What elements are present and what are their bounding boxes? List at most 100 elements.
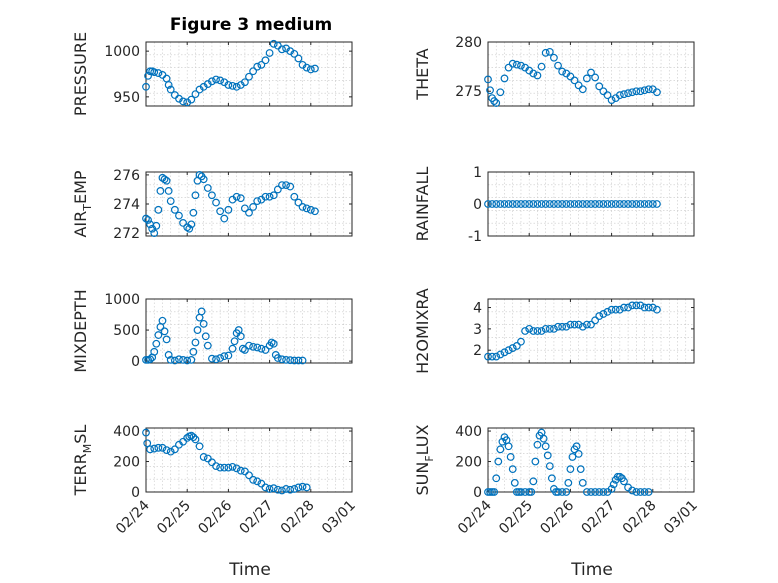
- axes-box: [145, 298, 353, 364]
- data-point: [245, 471, 253, 480]
- data-point: [195, 171, 204, 179]
- data-point: [156, 187, 165, 195]
- data-point: [311, 64, 319, 73]
- data-point: [591, 73, 600, 82]
- y-tick-label: 4: [473, 301, 482, 317]
- data-point: [648, 200, 657, 208]
- data-point: [640, 488, 649, 496]
- data-point: [599, 200, 608, 208]
- data-point: [611, 305, 620, 314]
- data-point: [208, 354, 216, 363]
- data-point: [636, 200, 645, 208]
- y-axis-label: MIXDEPTH: [71, 289, 90, 372]
- data-point: [166, 197, 175, 205]
- data-point: [554, 200, 562, 208]
- data-point: [615, 200, 624, 208]
- data-point: [216, 207, 225, 216]
- data-point: [607, 485, 616, 493]
- data-point: [216, 463, 225, 472]
- data-point: [228, 462, 237, 471]
- data-point: [298, 482, 307, 491]
- data-point: [525, 324, 534, 333]
- data-point: [566, 200, 575, 208]
- data-point: [568, 453, 577, 461]
- data-point: [508, 200, 517, 208]
- data-point: [531, 457, 540, 466]
- data-point: [286, 356, 295, 365]
- data-point: [591, 200, 600, 208]
- data-point: [500, 200, 509, 208]
- data-point: [170, 91, 179, 99]
- data-point: [249, 475, 258, 484]
- data-point: [498, 437, 507, 446]
- data-point: [162, 74, 171, 83]
- x-tick-label: 02/28: [278, 498, 318, 538]
- data-point: [508, 465, 517, 474]
- data-point: [566, 320, 575, 329]
- data-point: [170, 445, 179, 454]
- data-point: [199, 453, 208, 461]
- data-point: [232, 464, 241, 473]
- data-point: [512, 200, 521, 208]
- axes-box: [487, 41, 695, 107]
- data-point: [529, 327, 538, 335]
- data-point: [302, 483, 311, 492]
- data-point: [484, 200, 492, 208]
- data-point: [216, 76, 225, 85]
- data-point: [582, 74, 591, 83]
- data-point: [191, 90, 200, 99]
- data-point: [512, 60, 521, 69]
- data-point: [543, 451, 552, 460]
- data-point: [541, 48, 550, 57]
- data-point: [224, 81, 233, 89]
- data-point: [298, 203, 307, 211]
- figure-title: Figure 3 medium: [170, 15, 332, 35]
- data-point: [541, 324, 550, 333]
- data-point: [179, 355, 187, 364]
- x-tick-label: 02/27: [237, 498, 277, 538]
- data-point: [164, 81, 173, 89]
- data-point: [189, 347, 198, 356]
- data-point: [189, 433, 198, 442]
- data-point: [286, 485, 295, 494]
- data-point: [566, 72, 575, 81]
- data-point: [533, 71, 542, 80]
- data-point: [302, 63, 311, 72]
- data-point: [269, 191, 278, 200]
- data-point: [628, 200, 637, 208]
- x-tick-label: 02/27: [579, 498, 619, 538]
- data-point: [294, 356, 303, 365]
- data-point: [550, 53, 558, 62]
- data-point: [265, 192, 274, 201]
- data-point: [521, 327, 529, 335]
- data-point: [554, 488, 562, 496]
- x-tick-label: 02/25: [496, 498, 536, 538]
- data-point: [191, 191, 200, 200]
- y-tick-label: 0: [131, 354, 140, 370]
- data-point: [504, 200, 513, 208]
- data-point: [236, 332, 245, 341]
- data-point: [607, 200, 616, 208]
- data-point: [253, 343, 262, 352]
- data-point: [615, 91, 624, 100]
- data-point: [644, 200, 653, 208]
- y-tick-label: 200: [455, 455, 482, 471]
- data-point: [183, 356, 192, 365]
- data-point: [245, 208, 253, 217]
- data-point: [504, 63, 513, 72]
- data-point: [191, 435, 200, 444]
- data-point: [257, 344, 266, 353]
- data-point: [158, 443, 167, 452]
- data-point: [603, 307, 612, 316]
- data-point: [224, 351, 233, 360]
- data-point: [282, 355, 290, 364]
- data-point: [653, 200, 661, 208]
- data-point: [529, 69, 538, 78]
- data-point: [550, 200, 558, 208]
- data-point: [230, 337, 239, 346]
- data-point: [253, 197, 262, 205]
- data-point: [628, 486, 637, 495]
- data-point: [203, 184, 212, 192]
- data-point: [545, 200, 554, 208]
